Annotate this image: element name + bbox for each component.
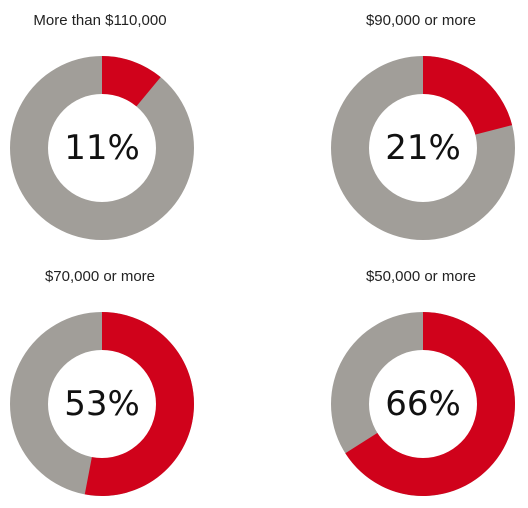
donut-chart-panel: $50,000 or more 66% — [321, 264, 521, 504]
donut-hole — [369, 350, 477, 458]
donut-hole — [369, 94, 477, 202]
chart-title: $90,000 or more — [365, 12, 477, 29]
donut-chart: 11% — [9, 56, 194, 240]
donut-chart-panel: More than $110,000 11% — [0, 8, 200, 248]
donut-hole — [48, 94, 156, 202]
chart-title: $50,000 or more — [365, 268, 477, 285]
donut-chart: 53% — [9, 312, 194, 496]
donut-value-label: 66% — [385, 384, 461, 424]
donut-value-label: 11% — [64, 128, 140, 168]
donut-chart: 66% — [330, 312, 515, 496]
donut-chart-panel: $70,000 or more 53% — [0, 264, 200, 504]
donut-value-label: 53% — [64, 384, 140, 424]
donut-value-label: 21% — [385, 128, 461, 168]
donut-chart: 21% — [330, 56, 515, 240]
chart-title: More than $110,000 — [33, 12, 167, 29]
chart-title: $70,000 or more — [44, 268, 156, 285]
donut-chart-panel: $90,000 or more 21% — [321, 8, 521, 248]
donut-hole — [48, 350, 156, 458]
